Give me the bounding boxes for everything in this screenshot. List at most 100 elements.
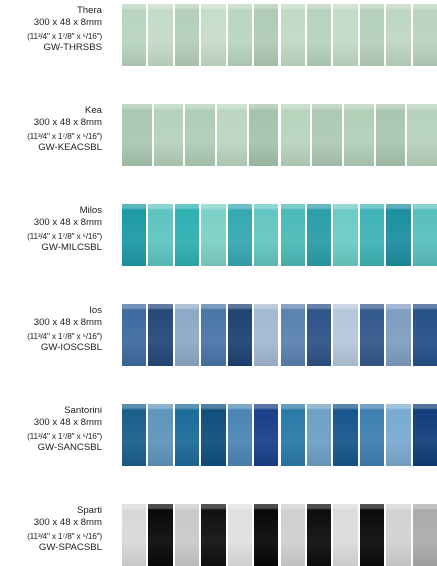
glass-tile: [280, 504, 305, 566]
glass-tile: [386, 204, 411, 266]
product-dimensions-imperial: (11³/4" x 1⁷/8" x ⁵/16"): [27, 330, 102, 341]
product-dimensions-imperial: (11³/4" x 1⁷/8" x ⁵/16"): [27, 130, 102, 141]
glass-tile: [153, 104, 184, 166]
product-code: GW-SANCSBL: [37, 441, 102, 453]
glass-tile: [359, 204, 385, 266]
glass-tile: [122, 204, 147, 266]
glass-tile: [248, 104, 279, 166]
product-name: Ios: [89, 305, 102, 316]
glass-tile: [375, 104, 406, 166]
product-dimensions-metric: 300 x 48 x 8mm: [33, 317, 102, 329]
product-dimensions-metric: 300 x 48 x 8mm: [33, 417, 102, 429]
glass-tile: [359, 4, 385, 66]
tile-swatch-strip: [122, 304, 437, 366]
glass-tile: [174, 504, 200, 566]
glass-tile: [254, 4, 279, 66]
glass-tile: [174, 4, 200, 66]
glass-tile: [201, 504, 226, 566]
glass-tile: [386, 4, 411, 66]
glass-tile: [333, 304, 358, 366]
glass-tile: [386, 304, 411, 366]
product-dimensions-metric: 300 x 48 x 8mm: [33, 517, 102, 529]
glass-tile: [148, 304, 173, 366]
glass-tile: [359, 504, 385, 566]
glass-tile: [343, 104, 374, 166]
glass-tile: [217, 104, 247, 166]
glass-tile: [174, 404, 200, 466]
product-name: Sparti: [76, 505, 102, 516]
glass-tile: [306, 304, 332, 366]
glass-tile: [280, 104, 311, 166]
glass-tile: [227, 504, 253, 566]
glass-tile: [306, 404, 332, 466]
glass-tile: [312, 104, 342, 166]
product-label: Sparti 300 x 48 x 8mm (11³/4" x 1⁷/8" x …: [0, 505, 102, 554]
glass-tile: [254, 204, 279, 266]
glass-tile: [280, 304, 305, 366]
product-dimensions-imperial: (11³/4" x 1⁷/8" x ⁵/16"): [27, 30, 102, 41]
glass-tile: [122, 504, 147, 566]
product-label: Santorini 300 x 48 x 8mm (11³/4" x 1⁷/8"…: [0, 405, 102, 454]
glass-tile: [412, 4, 437, 66]
glass-tile: [254, 504, 279, 566]
glass-tile: [412, 304, 437, 366]
glass-tile: [122, 104, 152, 166]
product-label: Milos 300 x 48 x 8mm (11³/4" x 1⁷/8" x ⁵…: [0, 205, 102, 254]
glass-tile: [412, 504, 437, 566]
glass-tile: [227, 404, 253, 466]
glass-tile: [148, 4, 173, 66]
glass-tile: [386, 404, 411, 466]
glass-tile: [201, 4, 226, 66]
glass-tile: [333, 504, 358, 566]
product-code: GW-THRSBS: [43, 41, 102, 53]
product-dimensions-metric: 300 x 48 x 8mm: [33, 117, 102, 129]
glass-tile: [122, 404, 147, 466]
glass-tile: [227, 4, 253, 66]
product-name: Milos: [79, 205, 102, 216]
glass-tile: [407, 104, 437, 166]
glass-tile: [359, 304, 385, 366]
product-ios: Ios 300 x 48 x 8mm (11³/4" x 1⁷/8" x ⁵/1…: [0, 304, 437, 366]
product-code: GW-IOSCSBL: [40, 341, 102, 353]
glass-tile: [185, 104, 216, 166]
tile-swatch-strip: [122, 504, 437, 566]
product-dimensions-imperial: (11³/4" x 1⁷/8" x ⁵/16"): [27, 430, 102, 441]
glass-tile: [227, 204, 253, 266]
glass-tile: [201, 204, 226, 266]
product-dimensions-imperial: (11³/4" x 1⁷/8" x ⁵/16"): [27, 530, 102, 541]
product-milos: Milos 300 x 48 x 8mm (11³/4" x 1⁷/8" x ⁵…: [0, 204, 437, 266]
glass-tile: [386, 504, 411, 566]
glass-tile: [333, 404, 358, 466]
product-name: Santorini: [64, 405, 102, 416]
product-label: Kea 300 x 48 x 8mm (11³/4" x 1⁷/8" x ⁵/1…: [0, 105, 102, 154]
glass-tile: [174, 204, 200, 266]
glass-tile: [280, 4, 305, 66]
product-kea: Kea 300 x 48 x 8mm (11³/4" x 1⁷/8" x ⁵/1…: [0, 104, 437, 166]
product-dimensions-metric: 300 x 48 x 8mm: [33, 217, 102, 229]
glass-tile: [148, 504, 173, 566]
glass-tile: [333, 204, 358, 266]
glass-tile: [306, 204, 332, 266]
tile-swatch-strip: [122, 4, 437, 66]
glass-tile: [227, 304, 253, 366]
glass-tile: [148, 404, 173, 466]
product-dimensions-imperial: (11³/4" x 1⁷/8" x ⁵/16"): [27, 230, 102, 241]
tile-swatch-strip: [122, 104, 437, 166]
product-thera: Thera 300 x 48 x 8mm (11³/4" x 1⁷/8" x ⁵…: [0, 4, 437, 66]
glass-tile: [280, 204, 305, 266]
product-dimensions-metric: 300 x 48 x 8mm: [33, 17, 102, 29]
tile-swatch-strip: [122, 204, 437, 266]
product-code: GW-MILCSBL: [41, 241, 102, 253]
glass-tile: [254, 404, 279, 466]
glass-tile: [280, 404, 305, 466]
product-santorini: Santorini 300 x 48 x 8mm (11³/4" x 1⁷/8"…: [0, 404, 437, 466]
product-sparti: Sparti 300 x 48 x 8mm (11³/4" x 1⁷/8" x …: [0, 504, 437, 566]
glass-tile: [201, 404, 226, 466]
product-label: Thera 300 x 48 x 8mm (11³/4" x 1⁷/8" x ⁵…: [0, 5, 102, 54]
glass-tile: [254, 304, 279, 366]
glass-tile: [306, 504, 332, 566]
glass-tile: [122, 4, 147, 66]
product-name: Thera: [76, 5, 102, 16]
glass-tile: [412, 204, 437, 266]
